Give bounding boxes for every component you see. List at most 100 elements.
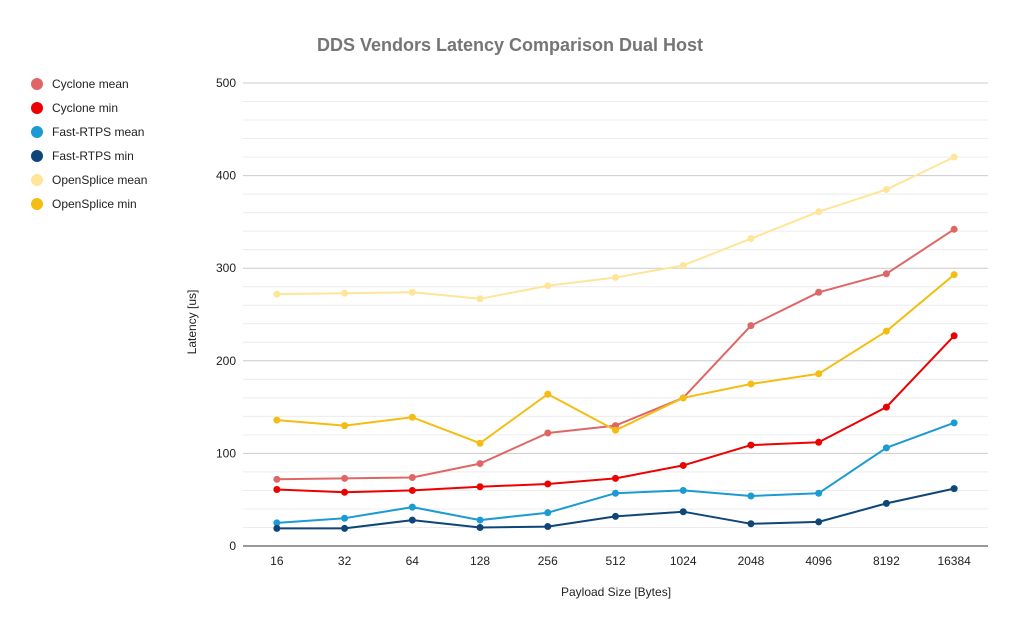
series-line-fast-rtps-mean xyxy=(275,421,956,524)
x-axis-label: Payload Size [Bytes] xyxy=(561,585,671,599)
data-point-fast-rtps-mean xyxy=(747,492,755,500)
data-point-opensplice-min xyxy=(679,394,687,402)
data-point-opensplice-min xyxy=(747,380,755,388)
data-point-opensplice-mean xyxy=(544,282,552,290)
data-point-fast-rtps-mean xyxy=(679,486,687,494)
data-point-opensplice-mean xyxy=(950,153,958,161)
data-point-cyclone-mean xyxy=(544,429,552,437)
x-tick-label: 8192 xyxy=(873,554,900,568)
series-line-opensplice-min xyxy=(275,273,956,445)
x-tick-label: 16384 xyxy=(937,554,971,568)
y-axis-label: Latency [us] xyxy=(185,290,199,355)
legend-item-opensplice-mean: OpenSplice mean xyxy=(31,173,147,187)
data-point-fast-rtps-mean xyxy=(476,516,484,524)
legend-marker xyxy=(31,78,43,90)
series-line-cyclone-min xyxy=(275,334,956,494)
x-tick-label: 2048 xyxy=(738,554,765,568)
series-fast-rtps-min xyxy=(273,485,958,532)
series-cyclone-min xyxy=(273,332,958,496)
series-line-cyclone-mean xyxy=(275,228,956,481)
data-point-opensplice-mean xyxy=(815,208,823,216)
data-point-fast-rtps-min xyxy=(815,518,823,526)
legend: Cyclone mean Cyclone min Fast-RTPS mean Fas… xyxy=(31,77,147,211)
legend-marker xyxy=(31,102,43,114)
legend-label: Cyclone mean xyxy=(52,77,129,91)
data-point-fast-rtps-min xyxy=(679,508,687,516)
data-point-opensplice-min xyxy=(341,422,349,430)
data-point-fast-rtps-mean xyxy=(815,489,823,497)
data-point-cyclone-min xyxy=(408,486,416,494)
y-tick-label: 0 xyxy=(229,539,236,553)
data-point-opensplice-mean xyxy=(612,273,619,281)
x-tick-label: 64 xyxy=(406,554,420,568)
data-point-fast-rtps-min xyxy=(341,524,349,532)
data-point-cyclone-min xyxy=(476,483,484,491)
data-point-fast-rtps-min xyxy=(408,516,416,524)
series-cyclone-mean xyxy=(273,225,958,483)
x-tick-labels: 16 32 64 128 256 512 1024 2048 4096 8192 16384 xyxy=(270,554,971,568)
data-point-cyclone-min xyxy=(815,438,823,446)
x-tick-label: 256 xyxy=(538,554,558,568)
data-point-opensplice-min xyxy=(950,271,958,279)
data-point-opensplice-min xyxy=(476,439,484,447)
y-tick-label: 500 xyxy=(216,76,236,90)
data-point-cyclone-mean xyxy=(408,473,416,481)
data-point-opensplice-min xyxy=(273,416,281,424)
data-point-cyclone-min xyxy=(679,461,687,469)
data-point-cyclone-min xyxy=(950,332,958,340)
data-point-cyclone-mean xyxy=(476,460,484,468)
legend-label: Cyclone min xyxy=(52,101,118,115)
data-point-opensplice-mean xyxy=(273,290,281,298)
legend-item-opensplice-min: OpenSplice min xyxy=(31,197,137,211)
data-point-opensplice-mean xyxy=(341,289,349,297)
y-tick-label: 200 xyxy=(216,354,236,368)
legend-item-cyclone-mean: Cyclone mean xyxy=(31,77,129,91)
data-point-opensplice-mean xyxy=(679,261,687,269)
data-point-fast-rtps-min xyxy=(882,499,890,507)
y-tick-label: 100 xyxy=(216,446,236,460)
x-tick-label: 32 xyxy=(338,554,352,568)
data-point-fast-rtps-min xyxy=(544,523,552,531)
legend-item-fast-rtps-mean: Fast-RTPS mean xyxy=(31,125,144,139)
data-point-fast-rtps-min xyxy=(950,485,958,493)
legend-marker xyxy=(31,198,43,210)
chart-title: DDS Vendors Latency Comparison Dual Host xyxy=(317,35,703,55)
data-point-opensplice-mean xyxy=(882,185,890,193)
data-point-fast-rtps-mean xyxy=(341,514,349,522)
data-point-opensplice-min xyxy=(882,327,890,335)
series-lines xyxy=(273,153,958,532)
data-point-opensplice-mean xyxy=(747,235,755,243)
series-opensplice-min xyxy=(273,271,958,447)
data-point-cyclone-min xyxy=(273,486,281,494)
x-tick-label: 1024 xyxy=(670,554,697,568)
legend-label: OpenSplice mean xyxy=(52,173,147,187)
series-opensplice-mean xyxy=(273,153,958,303)
legend-item-cyclone-min: Cyclone min xyxy=(31,101,118,115)
data-point-opensplice-min xyxy=(408,413,416,421)
data-point-opensplice-min xyxy=(544,390,552,398)
data-point-cyclone-mean xyxy=(273,475,281,483)
data-point-cyclone-min xyxy=(612,474,619,482)
y-tick-label: 300 xyxy=(216,261,236,275)
data-point-cyclone-mean xyxy=(815,288,823,296)
series-fast-rtps-mean xyxy=(273,419,958,527)
data-point-cyclone-mean xyxy=(950,225,958,233)
data-point-cyclone-min xyxy=(747,441,755,449)
data-point-cyclone-mean xyxy=(882,270,890,278)
data-point-opensplice-min xyxy=(815,370,823,378)
grid-lines xyxy=(243,82,988,528)
legend-marker xyxy=(31,174,43,186)
x-tick-label: 128 xyxy=(470,554,490,568)
data-point-cyclone-min xyxy=(544,480,552,488)
legend-item-fast-rtps-min: Fast-RTPS min xyxy=(31,149,134,163)
data-point-fast-rtps-min xyxy=(612,512,619,520)
data-point-fast-rtps-mean xyxy=(950,419,958,427)
legend-label: Fast-RTPS mean xyxy=(52,125,144,139)
legend-marker xyxy=(31,126,43,138)
data-point-fast-rtps-mean xyxy=(544,509,552,517)
data-point-opensplice-mean xyxy=(476,295,484,303)
data-point-fast-rtps-min xyxy=(747,520,755,528)
x-tick-label: 4096 xyxy=(805,554,832,568)
